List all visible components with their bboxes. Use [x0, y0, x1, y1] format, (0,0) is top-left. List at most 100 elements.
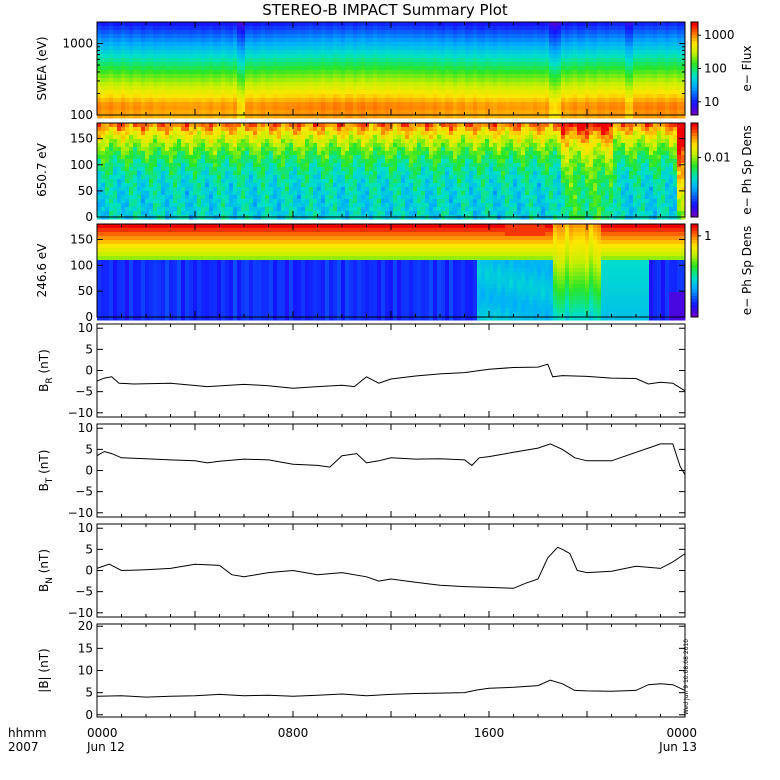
spectrogram-cell: [317, 171, 322, 176]
spectrogram-cell: [461, 110, 466, 115]
spectrogram-cell: [169, 147, 174, 152]
spectrogram-cell: [405, 70, 410, 75]
spectrogram-cell: [165, 110, 170, 115]
spectrogram-cell: [349, 106, 354, 111]
spectrogram-cell: [325, 70, 330, 75]
spectrogram-cell: [201, 26, 206, 31]
spectrogram-cell: [653, 114, 658, 119]
spectrogram-cell: [97, 147, 102, 152]
spectrogram-cell: [361, 86, 366, 91]
spectrogram-cell: [617, 70, 622, 75]
spectrogram-cell: [309, 86, 314, 91]
spectrogram-cell: [197, 82, 202, 87]
spectrogram-cell: [633, 82, 638, 87]
spectrogram-cell: [133, 54, 138, 59]
spectrogram-cell: [97, 183, 102, 188]
spectrogram-cell: [577, 30, 582, 35]
spectrogram-cell: [189, 114, 194, 119]
spectrogram-cell: [309, 106, 314, 111]
spectrogram-cell: [537, 94, 542, 99]
spectrogram-cell: [261, 46, 266, 51]
spectrogram-cell: [313, 139, 318, 144]
spectrogram-cell: [545, 22, 550, 27]
spectrogram-cell: [609, 94, 614, 99]
spectrogram-cell: [181, 54, 186, 59]
spectrogram-cell: [273, 147, 278, 152]
spectrogram-cell: [145, 123, 150, 128]
spectrogram-cell: [541, 58, 546, 63]
spectrogram-cell: [109, 199, 114, 204]
spectrogram-cell: [257, 50, 262, 55]
spectrogram-cell: [221, 147, 226, 152]
spectrogram-cell: [321, 102, 326, 107]
spectrogram-cell: [257, 151, 262, 156]
spectrogram-cell: [513, 50, 518, 55]
spectrogram-cell: [185, 62, 190, 67]
spectrogram-cell: [161, 147, 166, 152]
spectrogram-cell: [593, 114, 598, 119]
spectrogram-cell: [673, 78, 678, 83]
spectrogram-cell: [613, 82, 618, 87]
spectrogram-cell: [301, 94, 306, 99]
spectrogram-cell: [141, 106, 146, 111]
spectrogram-cell: [213, 30, 218, 35]
spectrogram-cell: [361, 58, 366, 63]
spectrogram-cell: [237, 38, 242, 43]
spectrogram-cell: [665, 50, 670, 55]
spectrogram-cell: [513, 62, 518, 67]
spectrogram-cell: [549, 70, 554, 75]
spectrogram-cell: [529, 54, 534, 59]
spectrogram-cell: [265, 22, 270, 27]
spectrogram-cell: [389, 34, 394, 39]
spectrogram-cell: [233, 46, 238, 51]
spectrogram-cell: [281, 171, 286, 176]
spectrogram-cell: [533, 106, 538, 111]
spectrogram-cell: [505, 22, 510, 27]
spectrogram-cell: [481, 46, 486, 51]
spectrogram-cell: [141, 114, 146, 119]
spectrogram-cell: [249, 135, 254, 140]
spectrogram-cell: [409, 106, 414, 111]
spectrogram-cell: [125, 171, 130, 176]
spectrogram-cell: [157, 167, 162, 172]
spectrogram-cell: [445, 46, 450, 51]
spectrogram-cell: [217, 155, 222, 160]
spectrogram-cell: [297, 155, 302, 160]
spectrogram-cell: [185, 175, 190, 180]
spectrogram-cell: [413, 46, 418, 51]
spectrogram-cell: [321, 78, 326, 83]
spectrogram-cell: [285, 58, 290, 63]
spectrogram-cell: [105, 66, 110, 71]
spectrogram-cell: [441, 74, 446, 79]
spectrogram-cell: [301, 90, 306, 95]
spectrogram-cell: [185, 34, 190, 39]
spectrogram-cell: [565, 66, 570, 71]
spectrogram-cell: [257, 70, 262, 75]
spectrogram-cell: [353, 30, 358, 35]
spectrogram-cell: [209, 207, 214, 212]
spectrogram-cell: [673, 70, 678, 75]
spectrogram-cell: [533, 30, 538, 35]
spectrogram-cell: [593, 98, 598, 103]
spectrogram-cell: [529, 78, 534, 83]
spectrogram-cell: [605, 74, 610, 79]
spectrogram-cell: [585, 26, 590, 31]
spectrogram-cell: [141, 211, 146, 216]
spectrogram-cell: [493, 102, 498, 107]
spectrogram-cell: [133, 34, 138, 39]
spectrogram-cell: [357, 74, 362, 79]
spectrogram-cell: [529, 46, 534, 51]
spectrogram-cell: [181, 155, 186, 160]
spectrogram-cell: [493, 98, 498, 103]
spectrogram-cell: [237, 171, 242, 176]
spectrogram-cell: [113, 163, 118, 168]
spectrogram-cell: [201, 147, 206, 152]
spectrogram-cell: [261, 34, 266, 39]
spectrogram-cell: [581, 106, 586, 111]
spectrogram-cell: [113, 62, 118, 67]
spectrogram-cell: [181, 175, 186, 180]
colorbar-segment: [691, 80, 698, 85]
spectrogram-cell: [465, 90, 470, 95]
spectrogram-cell: [489, 50, 494, 55]
spectrogram-cell: [169, 191, 174, 196]
